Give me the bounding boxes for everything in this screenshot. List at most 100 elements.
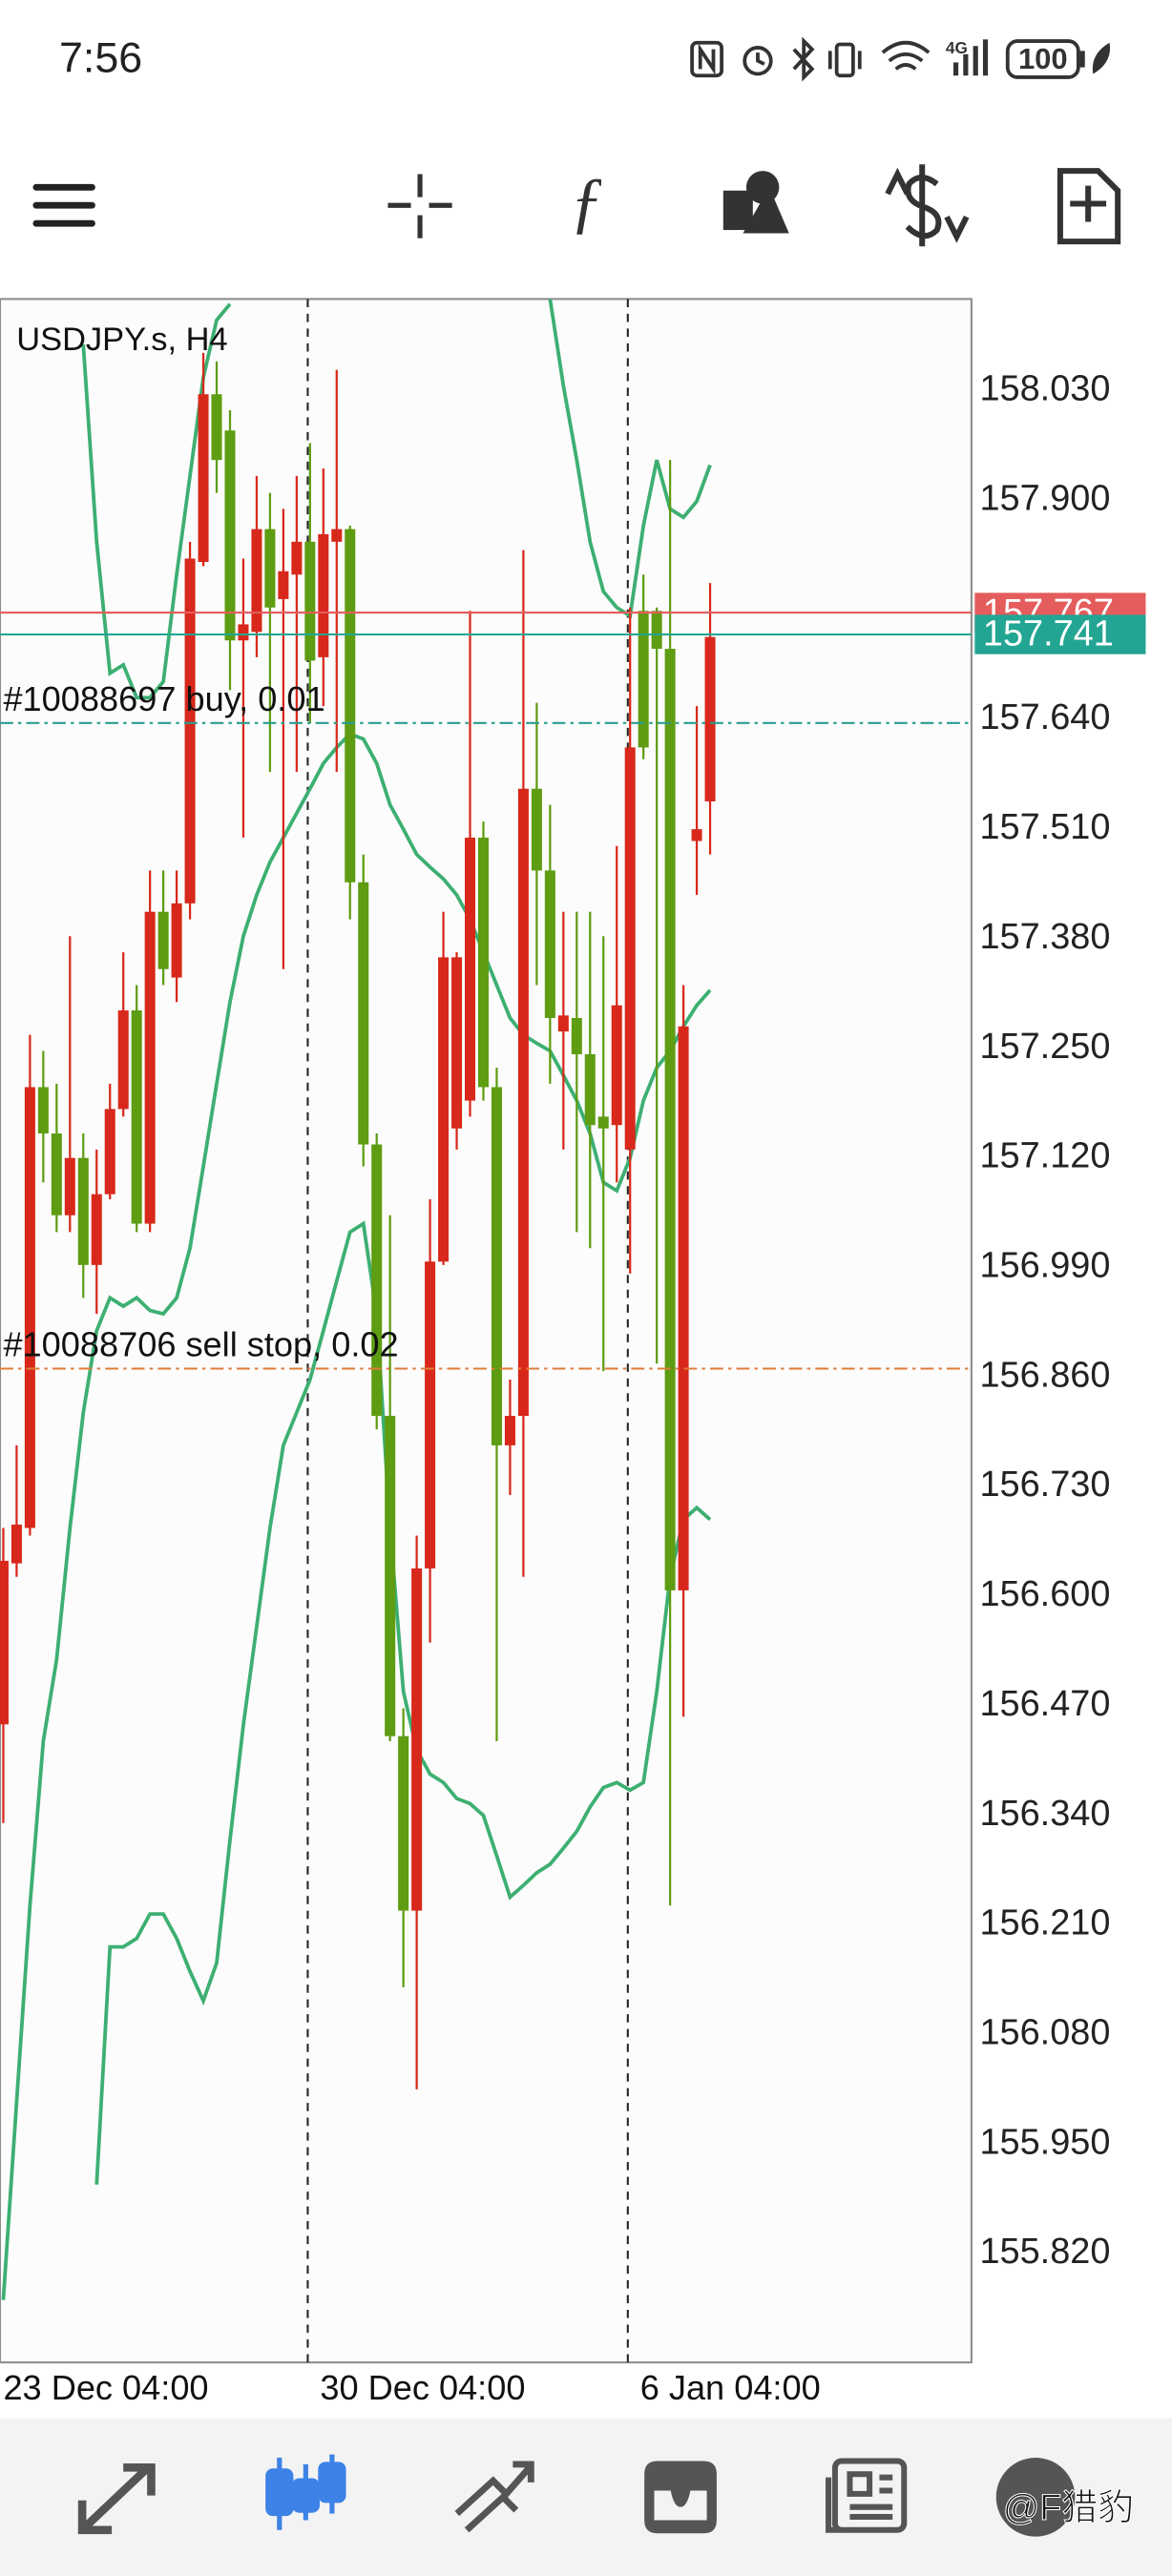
candle-body [465,837,476,1101]
x-tick-label: 30 Dec 04:00 [320,2368,525,2407]
candle-body [664,649,676,1590]
y-tick-label: 156.600 [979,1574,1110,1614]
candle-body [171,903,182,978]
battery [1005,39,1080,79]
trade-button[interactable] [885,164,970,247]
y-tick-label: 155.820 [979,2232,1110,2272]
candle-body [144,911,156,1224]
candle-body [251,529,262,633]
candle-body [597,1116,609,1129]
candle-body [211,394,222,461]
plot [0,299,716,2363]
band-line [94,1220,712,2185]
candle-body [318,533,329,657]
chart-tab[interactable] [265,2454,346,2530]
candle-body [704,636,716,801]
candle-body [10,1524,22,1564]
candle-body [238,624,249,641]
candle-body [504,1416,515,1445]
candle-body [477,837,489,1088]
plot-area [0,298,973,2364]
trade-tab[interactable] [454,2461,534,2533]
band-line [1,732,712,2300]
candle-body [531,788,542,871]
candle-body [264,529,276,608]
candle-body [104,1109,115,1195]
candle-body [184,558,196,904]
candle-body [291,541,303,575]
candle-body [278,571,289,599]
candle-body [638,611,649,748]
candle-body [198,394,209,563]
status-time: 7:56 [59,34,142,82]
candle-body [451,957,463,1129]
candle-body [358,882,369,1145]
candle-body [557,1015,569,1032]
order-label: #10088697 buy, 0.01 [3,679,324,718]
community-tab[interactable] [995,2458,1076,2537]
y-tick-label: 158.030 [979,369,1110,409]
candle-body [611,1005,622,1126]
candle-body [691,829,702,841]
candle-body [584,1053,596,1126]
candle-body [371,1144,383,1417]
history-tab[interactable] [644,2461,717,2534]
candle-body [91,1194,102,1265]
candle-body [425,1261,436,1568]
candle-body [411,1568,423,1911]
candle-body [678,1026,689,1590]
candle-body [491,1087,502,1445]
chart-title: USDJPY.s, H4 [16,322,227,358]
y-tick-label: 156.730 [979,1465,1110,1505]
new-document-button[interactable] [1057,168,1121,245]
candle-body [117,1010,129,1110]
candle-body [385,1416,396,1736]
y-tick-label: 157.900 [979,479,1110,519]
candle-body [24,1087,35,1528]
y-tick-label: 156.340 [979,1794,1110,1834]
candle-body [331,529,343,542]
news-tab[interactable] [826,2458,908,2533]
candle-body [544,870,555,1018]
x-tick-label: 23 Dec 04:00 [3,2368,208,2407]
y-tick-label: 157.120 [979,1136,1110,1176]
y-tick-label: 156.860 [979,1355,1110,1395]
candle-body [398,1735,409,1911]
candle-body [304,541,316,661]
order-label: #10088706 sell stop, 0.02 [3,1325,398,1364]
y-tick-label: 157.380 [979,917,1110,957]
watermark: @F猎豹 [1003,2488,1134,2528]
objects-button[interactable] [722,171,789,234]
candle-body [345,529,356,883]
candle-body [131,1010,142,1224]
overlays: #10088697 buy, 0.01 #10088706 sell stop, … [0,592,1146,1370]
candle-body [224,430,236,641]
y-tick-label: 156.990 [979,1246,1110,1286]
y-tick-label: 157.250 [979,1027,1110,1067]
status-network: 4G [946,38,968,57]
y-tick-label: 156.080 [979,2012,1110,2052]
battery-tip [1079,51,1085,68]
price-tag-label: 157.741 [983,614,1114,654]
y-tick-label: 155.950 [979,2122,1110,2162]
signal-bars [952,39,989,76]
price-tag [974,614,1146,654]
leaf-icon [1092,42,1111,74]
candle-body [77,1157,89,1265]
y-tick-label: 156.470 [979,1684,1110,1724]
y-tick-label: 157.510 [979,807,1110,847]
y-tick-label: 157.640 [979,697,1110,737]
indicators-button[interactable]: ƒ [570,163,604,239]
candle-body [517,788,529,1417]
quotes-tab[interactable] [77,2463,156,2535]
candle-body [624,747,636,1150]
candle-body [651,611,662,650]
x-tick-label: 6 Jan 04:00 [640,2368,821,2407]
bottom-nav [0,2418,1172,2576]
crosshair-button[interactable] [387,174,452,239]
menu-button[interactable] [32,183,95,227]
status-icons [690,36,931,82]
battery-level: 100 [1018,42,1068,75]
